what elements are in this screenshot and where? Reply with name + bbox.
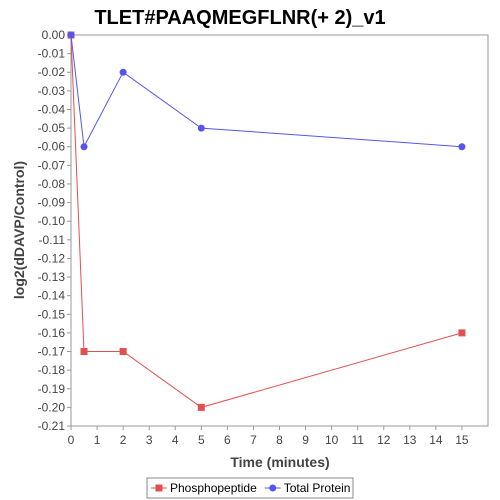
x-tick-label: 6 <box>224 433 231 447</box>
y-tick-label: -0.14 <box>38 289 66 303</box>
x-axis: 0 1 2 3 4 5 6 7 8 9 10 11 12 13 14 15 <box>68 426 469 447</box>
y-tick-label: -0.01 <box>38 47 66 61</box>
y-tick-label: -0.16 <box>38 326 66 340</box>
y-tick-label: -0.21 <box>38 419 66 433</box>
y-tick-label: -0.03 <box>38 84 66 98</box>
x-tick-label: 15 <box>455 433 469 447</box>
y-tick-label: -0.15 <box>38 307 66 321</box>
y-tick-label: -0.02 <box>38 65 66 79</box>
y-tick-label: -0.10 <box>38 214 66 228</box>
x-tick-label: 5 <box>198 433 205 447</box>
y-tick-label: -0.09 <box>38 196 66 210</box>
x-tick-label: 14 <box>429 433 443 447</box>
legend: Phosphopeptide Total Protein <box>146 477 354 499</box>
y-axis-title: log2(dDAVP/Control) <box>11 161 27 299</box>
x-tick-label: 12 <box>377 433 391 447</box>
data-point <box>80 348 88 356</box>
legend-marker <box>269 484 277 492</box>
x-tick-label: 8 <box>276 433 283 447</box>
legend-box <box>146 477 354 499</box>
y-tick-label: -0.11 <box>39 233 66 247</box>
x-tick-label: 0 <box>68 433 75 447</box>
legend-label: Total Protein <box>284 481 351 495</box>
x-tick-label: 11 <box>351 433 364 447</box>
x-tick-label: 2 <box>120 433 127 447</box>
plot-area <box>70 34 489 427</box>
x-tick-label: 9 <box>302 433 309 447</box>
x-tick-label: 7 <box>250 433 257 447</box>
y-tick-label: -0.04 <box>38 102 66 116</box>
x-tick-label: 4 <box>172 433 179 447</box>
y-tick-label: -0.07 <box>38 158 66 172</box>
y-tick-label: -0.20 <box>38 400 66 414</box>
chart-title: TLET#PAAQMEGFLNR(+ 2)_v1 <box>94 7 385 29</box>
data-point <box>119 348 127 356</box>
data-point <box>67 31 75 39</box>
data-point <box>197 403 205 411</box>
y-tick-label: -0.18 <box>38 363 66 377</box>
data-point <box>197 124 205 132</box>
series-layer <box>67 31 466 411</box>
y-tick-label: -0.12 <box>38 251 66 265</box>
x-tick-label: 1 <box>94 433 101 447</box>
data-point <box>80 143 88 151</box>
legend-label: Phosphopeptide <box>170 481 257 495</box>
y-tick-label: -0.13 <box>38 270 66 284</box>
data-point <box>119 68 127 76</box>
legend-marker <box>155 484 163 492</box>
data-point <box>458 329 466 337</box>
y-axis: 0.00 -0.01 -0.02 -0.03 -0.04 -0.05 -0.06 -0.07 -… <box>38 28 71 433</box>
x-tick-label: 10 <box>325 433 339 447</box>
y-tick-label: -0.19 <box>38 382 66 396</box>
series-total-protein <box>67 31 466 151</box>
y-tick-label: -0.17 <box>38 345 66 359</box>
plot-border <box>70 34 489 427</box>
y-tick-label: -0.05 <box>38 121 66 135</box>
x-tick-label: 13 <box>403 433 417 447</box>
y-tick-label: -0.06 <box>38 140 66 154</box>
data-point <box>458 143 466 151</box>
x-axis-title: Time (minutes) <box>230 454 329 470</box>
y-tick-label: 0.00 <box>42 28 66 42</box>
x-tick-label: 3 <box>146 433 153 447</box>
y-tick-label: -0.08 <box>38 177 66 191</box>
